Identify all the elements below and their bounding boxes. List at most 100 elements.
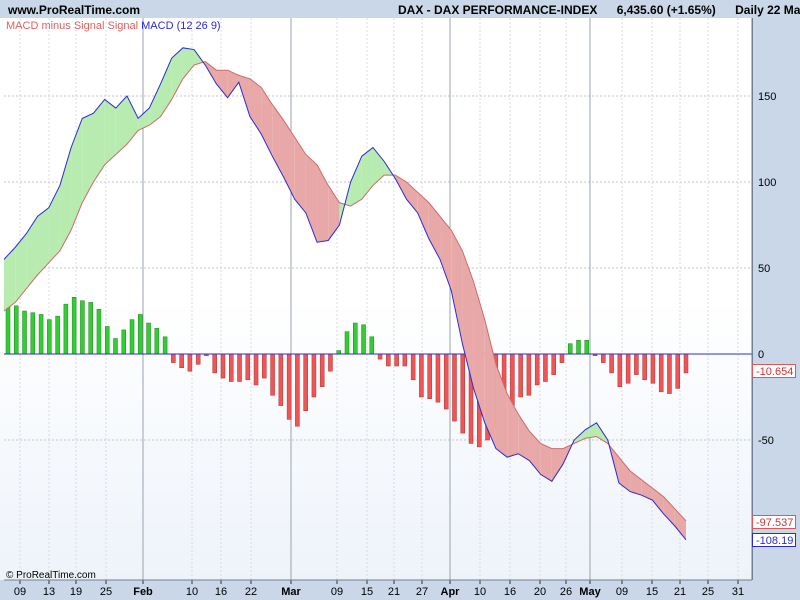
histogram-bar: [22, 310, 27, 355]
histogram-bar: [253, 353, 259, 386]
x-tick-label: 26: [560, 586, 572, 598]
band-segment: [317, 164, 329, 243]
histogram-bar: [526, 353, 532, 396]
band-segment: [473, 281, 485, 423]
histogram-bar: [30, 312, 36, 355]
histogram-bar: [113, 338, 118, 355]
x-tick-label: 27: [416, 586, 428, 598]
period-date: Daily 22 May 2012: [735, 3, 800, 17]
histogram-bar: [14, 305, 19, 355]
histogram-bar: [534, 353, 540, 386]
y-tick-label: 0: [758, 349, 764, 361]
histogram-bar: [609, 353, 614, 374]
histogram-bar: [402, 353, 408, 367]
band-segment: [406, 182, 418, 213]
y-tick-label: 50: [758, 263, 770, 275]
histogram-bar: [38, 314, 44, 355]
histogram-bar: [435, 353, 441, 403]
x-tick-label: May: [579, 586, 601, 598]
band-segment: [93, 99, 105, 182]
band-segment: [138, 108, 150, 131]
histogram-bar: [410, 353, 416, 381]
legend-histogram: MACD minus Signal Signal: [6, 20, 139, 32]
histogram-bar: [146, 322, 151, 355]
histogram-bar: [270, 353, 275, 396]
histogram-bar: [543, 353, 548, 382]
band-segment: [428, 202, 441, 260]
band-segment: [372, 147, 385, 186]
histogram-bar: [559, 353, 565, 363]
histogram-value-tag: -10.654: [752, 364, 796, 378]
histogram-bar: [377, 353, 383, 360]
band-segment: [182, 47, 195, 79]
histogram-bar: [460, 353, 466, 434]
band-segment: [149, 83, 161, 126]
histogram-bar: [162, 336, 168, 355]
band-segment: [641, 479, 653, 501]
histogram-bar: [328, 353, 333, 372]
band-segment: [305, 154, 318, 243]
histogram-bar: [171, 353, 176, 363]
histogram-bar: [344, 331, 350, 355]
histogram-bar: [278, 353, 284, 406]
histogram-bar: [584, 339, 590, 355]
histogram-bar: [510, 353, 515, 406]
band-segment: [238, 75, 250, 117]
histogram-bar: [88, 302, 93, 355]
histogram-bar: [452, 353, 457, 422]
band-segment: [518, 414, 530, 461]
histogram-bar: [576, 339, 581, 355]
macd-line: [3, 47, 687, 541]
copyright-text: © ProRealTime.com: [6, 570, 96, 581]
histogram-bar: [319, 353, 325, 387]
histogram-bar: [386, 353, 391, 367]
histogram-bar: [567, 343, 573, 355]
histogram-bar: [187, 353, 193, 372]
x-tick-label: 10: [474, 586, 486, 598]
histogram-bar: [47, 319, 52, 355]
histogram-bar: [237, 353, 242, 382]
band-segment: [71, 118, 83, 231]
y-tick-label: 150: [758, 91, 776, 103]
x-tick-label: 21: [674, 586, 686, 598]
histogram-bar: [658, 353, 664, 393]
histogram-bar: [195, 353, 201, 365]
histogram-bar: [642, 353, 647, 381]
histogram-bar: [179, 353, 184, 369]
band-segment: [574, 429, 586, 444]
band-segment: [82, 113, 94, 203]
x-tick-label: 09: [616, 586, 628, 598]
x-tick-label: 16: [215, 586, 227, 598]
histogram-bar: [419, 353, 424, 398]
x-tick-label: 16: [504, 586, 516, 598]
histogram-bar: [80, 300, 85, 355]
macd-value-tag: -108.19: [752, 533, 796, 547]
band-segment: [283, 120, 295, 200]
x-tick-label: 09: [14, 586, 26, 598]
histogram-bar: [336, 350, 341, 355]
x-tick-label: 22: [245, 586, 257, 598]
site-name[interactable]: www.ProRealTime.com: [8, 3, 141, 17]
x-tick-label: 13: [43, 586, 55, 598]
band-segment: [551, 448, 564, 482]
x-tick-label: 20: [534, 586, 546, 598]
symbol-name: DAX - DAX PERFORMANCE-INDEX: [398, 3, 598, 17]
x-tick-label: 09: [331, 586, 343, 598]
histogram-bar: [129, 319, 135, 355]
x-tick-label: 15: [646, 586, 658, 598]
histogram-bar: [245, 353, 251, 381]
x-tick-label: Mar: [281, 586, 301, 598]
band-segment: [160, 58, 172, 117]
histogram-bar: [154, 327, 160, 355]
x-tick-label: Feb: [133, 586, 153, 598]
band-segment: [26, 216, 38, 289]
band-segment: [618, 457, 631, 492]
band-segment: [663, 496, 675, 526]
histogram-bar: [551, 353, 556, 375]
band-segment: [15, 233, 27, 303]
histogram-bar: [311, 353, 317, 398]
signal-value-tag: -97.537: [752, 515, 796, 529]
band-segment: [484, 319, 496, 449]
histogram-bar: [63, 303, 69, 355]
